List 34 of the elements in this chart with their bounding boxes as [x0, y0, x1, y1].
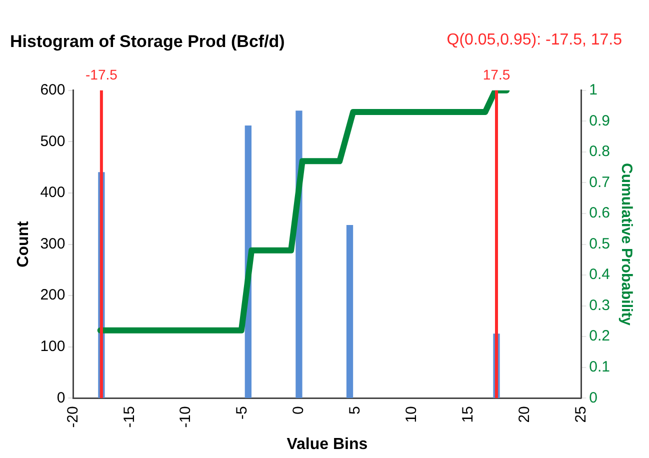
x-tick-label: 5 [346, 406, 364, 414]
text: Q(0.05,0.95): -17.5, 17.5 [446, 31, 622, 48]
y2-tick-label: 0.2 [589, 328, 610, 345]
x-axis-title: Value Bins [286, 436, 368, 453]
x-tick-label: 15 [459, 406, 476, 423]
x-tick-label: 0 [290, 406, 308, 414]
y-tick-label: 600 [40, 82, 66, 99]
y2-tick-label: 0.6 [589, 204, 610, 222]
y2-tick-label: 0.8 [589, 143, 610, 160]
x-tick-label: 20 [516, 406, 533, 423]
y2-tick-label: 0.7 [589, 174, 610, 191]
x-tick-label: -5 [234, 406, 251, 420]
ref-line-label: 17.5 [482, 66, 510, 82]
y-axis-title: Count [15, 220, 32, 268]
x-tick-label: -10 [177, 406, 194, 428]
x-tick-label: -15 [120, 406, 138, 428]
y-tick-label: 200 [40, 286, 66, 304]
y2-tick-label: 0.3 [589, 296, 610, 314]
bar [346, 224, 354, 398]
y-tick-label: 400 [40, 184, 66, 202]
y-tick-label: 500 [40, 132, 66, 150]
x-tick-label: 10 [402, 406, 420, 423]
y2-axis-title: Cumulative Probability [618, 162, 635, 326]
y2-tick-label: 1 [589, 82, 598, 99]
x-tick-label: 25 [572, 406, 590, 423]
y2-tick-label: 0.5 [589, 235, 610, 252]
y2-tick-label: 0.1 [589, 358, 610, 376]
y2-tick-label: 0.9 [589, 112, 610, 130]
ref-line-label: -17.5 [85, 66, 118, 82]
y-tick-label: 300 [40, 235, 66, 252]
y2-tick-label: 0.4 [589, 266, 610, 284]
y-tick-label: 100 [40, 338, 66, 355]
x-tick-label: -20 [64, 406, 82, 428]
chart-title: Histogram of Storage Prod (Bcf/d) [10, 32, 285, 51]
